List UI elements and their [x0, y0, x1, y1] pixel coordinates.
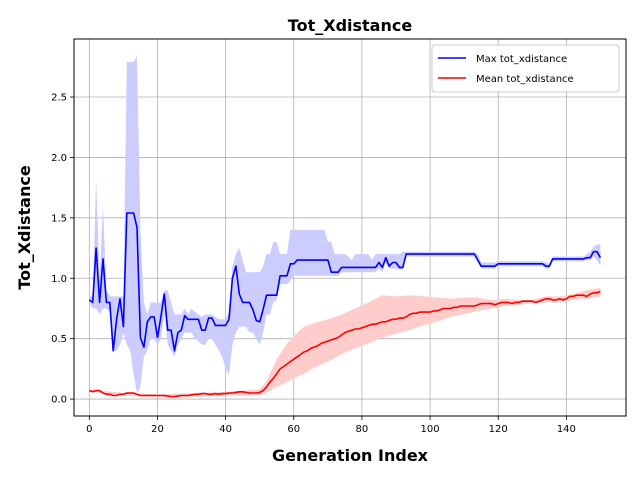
- series-lines: [88, 212, 602, 398]
- plot-frame: [73, 38, 627, 417]
- mean-line: [89, 290, 601, 398]
- confidence-bands: [89, 55, 601, 397]
- y-axis-label: Tot_Xdistance: [15, 165, 34, 290]
- x-axis-label: Generation Index: [272, 446, 429, 465]
- x-tick-label: 140: [557, 424, 576, 435]
- max-band: [89, 55, 601, 394]
- x-tick-label: 20: [151, 424, 164, 435]
- legend-label: Mean tot_xdistance: [476, 74, 574, 85]
- x-tick-label: 100: [421, 424, 440, 435]
- legend-label: Max tot_xdistance: [476, 54, 567, 65]
- x-tick-label: 0: [86, 424, 92, 435]
- axis-ticks: 0 20 40 60 80 100 120 140 0.0 0.5 1.0 1.5 2.0 2.5: [51, 93, 576, 436]
- x-tick-label: 120: [489, 424, 508, 435]
- x-tick-label: 40: [219, 424, 232, 435]
- y-tick-label: 0.0: [51, 395, 67, 406]
- chart-title: Tot_Xdistance: [288, 16, 413, 35]
- mean-band: [89, 287, 601, 397]
- max-line: [88, 212, 602, 352]
- y-tick-label: 1.0: [51, 274, 67, 285]
- legend-box: [431, 44, 620, 93]
- y-tick-label: 0.5: [51, 334, 67, 345]
- y-tick-label: 2.0: [51, 153, 67, 164]
- y-tick-label: 2.5: [51, 93, 67, 104]
- x-tick-label: 80: [356, 424, 369, 435]
- legend: Max tot_xdistance Mean tot_xdistance: [431, 44, 620, 93]
- y-tick-label: 1.5: [51, 213, 67, 224]
- x-tick-label: 60: [287, 424, 300, 435]
